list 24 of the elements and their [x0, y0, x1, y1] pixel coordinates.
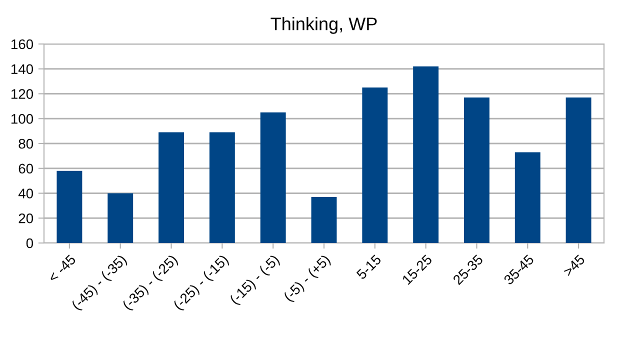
y-tick-label: 20	[18, 213, 34, 224]
y-tick-label: 0	[26, 238, 34, 248]
y-tick-label: 40	[18, 188, 34, 198]
y-tick-label: 160	[11, 39, 34, 50]
bar	[158, 132, 184, 243]
x-tick-label: < -45	[48, 254, 76, 283]
y-tick-label: 140	[11, 64, 34, 74]
bar	[362, 88, 388, 243]
x-tick-label: (-5) - (+5)	[282, 254, 333, 304]
bar	[464, 97, 490, 243]
bar	[56, 170, 82, 243]
bar	[260, 112, 286, 243]
bar	[566, 97, 592, 243]
bar	[311, 196, 337, 243]
bar	[209, 132, 235, 243]
y-tick-label: 80	[18, 138, 34, 149]
bar	[108, 193, 134, 243]
y-tick-label: 100	[11, 114, 34, 124]
y-tick-label: 120	[11, 89, 34, 99]
chart-title: Thinking, WP	[270, 17, 377, 34]
bar	[514, 152, 540, 243]
bar	[413, 66, 439, 243]
x-tick-label: >45	[562, 254, 586, 277]
y-tick-label: 60	[18, 164, 34, 174]
